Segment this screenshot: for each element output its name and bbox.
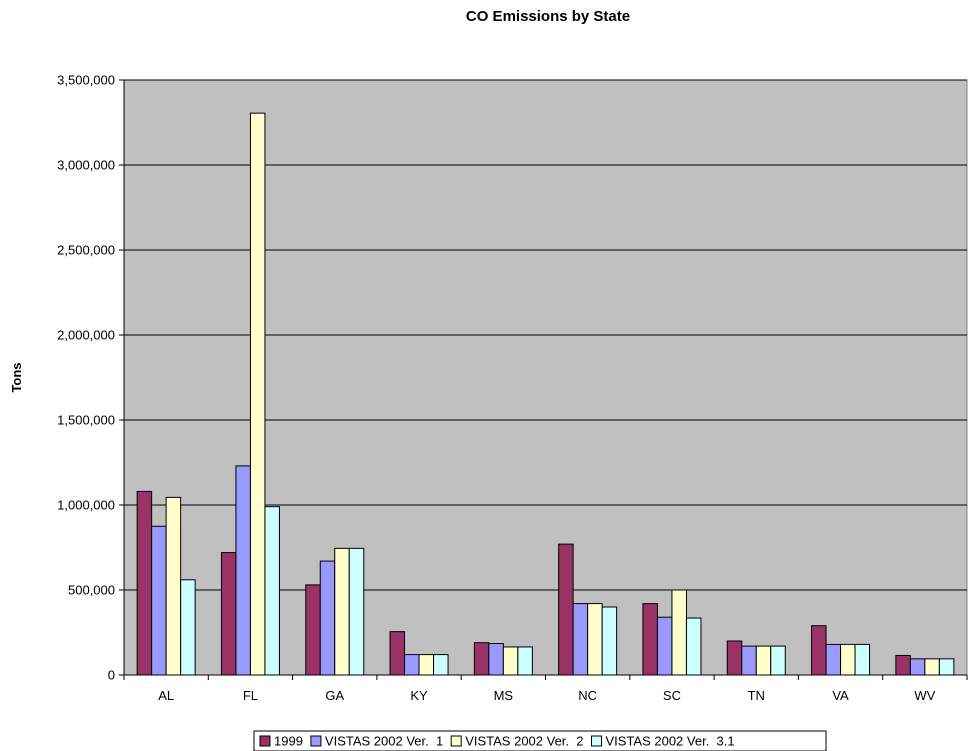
x-tick-label: FL xyxy=(243,688,258,703)
x-tick-label: VA xyxy=(832,688,849,703)
bar xyxy=(517,646,533,676)
bar xyxy=(825,643,842,676)
bar xyxy=(418,654,435,676)
bar xyxy=(811,625,827,676)
legend-swatch xyxy=(310,735,322,747)
bar xyxy=(305,584,321,676)
bar xyxy=(136,490,153,676)
bar xyxy=(895,654,911,676)
bar xyxy=(165,496,182,676)
bar xyxy=(473,642,490,676)
bar xyxy=(924,658,940,676)
bar xyxy=(433,654,449,676)
bar xyxy=(587,603,603,676)
x-tick-label: GA xyxy=(325,688,344,703)
y-tick-label: 3,500,000 xyxy=(57,73,115,88)
bars xyxy=(136,112,955,676)
x-tick-label: AL xyxy=(158,688,174,703)
bar xyxy=(502,646,519,676)
bar xyxy=(404,654,420,676)
bar xyxy=(572,603,589,676)
bar xyxy=(656,616,673,676)
legend-label: VISTAS 2002 Ver. 2 xyxy=(465,734,583,749)
bar xyxy=(642,603,658,676)
x-tick-label: KY xyxy=(410,688,428,703)
legend-swatch xyxy=(450,735,462,747)
y-axis-title: Tons xyxy=(9,362,24,392)
x-tick-label: MS xyxy=(494,688,514,703)
bar xyxy=(488,643,504,676)
bar xyxy=(334,547,350,676)
y-axis-ticks: 0 500,000 1,000,000 1,500,000 2,000,000 2,500… xyxy=(57,73,124,683)
y-tick-label: 3,000,000 xyxy=(57,158,115,173)
y-tick-label: 1,500,000 xyxy=(57,413,115,428)
bar xyxy=(264,506,280,676)
legend-swatch xyxy=(590,735,602,747)
y-tick-label: 2,000,000 xyxy=(57,328,115,343)
bar xyxy=(840,643,856,676)
legend-label: 1999 xyxy=(274,734,303,749)
y-tick-label: 2,500,000 xyxy=(57,243,115,258)
y-tick-label: 1,000,000 xyxy=(57,498,115,513)
bar xyxy=(558,543,574,676)
legend-label: VISTAS 2002 Ver. 3.1 xyxy=(605,734,734,749)
bar xyxy=(685,617,702,676)
y-tick-label: 500,000 xyxy=(68,583,115,598)
bar xyxy=(671,589,687,676)
chart-title: CO Emissions by State xyxy=(466,8,630,25)
legend: 1999 VISTAS 2002 Ver. 1 VISTAS 2002 Ver. 2… xyxy=(253,730,827,751)
bar xyxy=(180,579,196,676)
bar xyxy=(755,645,772,676)
bar xyxy=(854,643,871,676)
x-tick-label: SC xyxy=(663,688,681,703)
x-axis-ticks: AL FL GA KY MS NC SC TN VA WV xyxy=(123,675,968,703)
x-tick-label: TN xyxy=(748,688,765,703)
bar xyxy=(909,658,926,676)
bar xyxy=(348,547,365,676)
bar xyxy=(389,631,406,676)
bar xyxy=(726,640,743,676)
legend-label: VISTAS 2002 Ver. 1 xyxy=(325,734,443,749)
x-tick-label: WV xyxy=(914,688,935,703)
bar xyxy=(249,112,266,676)
legend-swatch xyxy=(259,735,271,747)
bar xyxy=(770,645,786,676)
x-tick-label: NC xyxy=(578,688,597,703)
bar xyxy=(601,606,618,676)
y-tick-label: 0 xyxy=(108,668,115,683)
bar xyxy=(151,525,167,676)
bar xyxy=(938,658,955,676)
bar xyxy=(319,560,336,676)
bar xyxy=(220,552,237,676)
bar xyxy=(741,645,757,676)
legend-box xyxy=(253,730,827,751)
bar xyxy=(235,465,251,676)
